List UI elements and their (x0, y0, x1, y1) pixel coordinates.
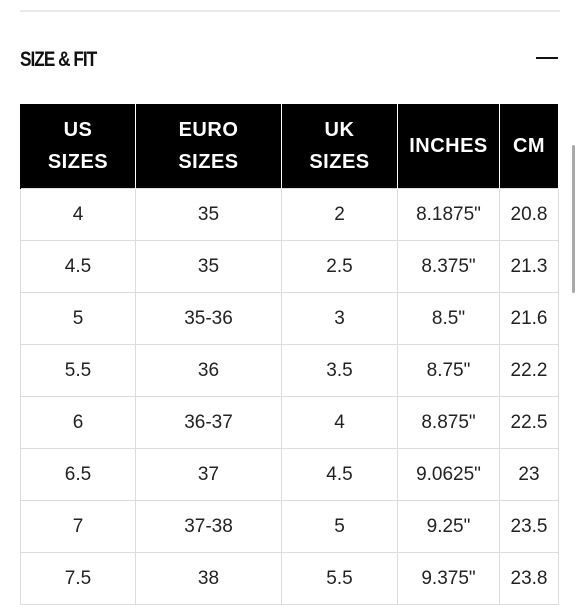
header-uk-sizes: UK SIZES (281, 104, 398, 189)
cell-uk: 5 (281, 500, 398, 553)
cell-uk: 3.5 (281, 344, 398, 397)
cell-us: 4 (20, 188, 136, 241)
header-us-sizes: US SIZES (20, 104, 136, 189)
cell-euro: 35 (135, 188, 282, 241)
cell-us: 5.5 (20, 344, 136, 397)
cell-inches: 9.0625" (397, 448, 500, 501)
cell-us: 7 (20, 500, 136, 553)
cell-cm: 20.8 (499, 188, 559, 241)
table-row: 4.5 35 2.5 8.375" 21.3 (20, 240, 559, 293)
table-row: 6.5 37 4.5 9.0625" 23 (20, 448, 559, 501)
header-cm: CM (499, 104, 559, 189)
top-divider (20, 10, 560, 12)
table-row: 7.5 38 5.5 9.375" 23.8 (20, 552, 559, 605)
cell-cm: 22.2 (499, 344, 559, 397)
cell-inches: 8.1875" (397, 188, 500, 241)
cell-uk: 4 (281, 396, 398, 449)
table-header-row: US SIZES EURO SIZES UK SIZES INCHES CM (20, 104, 559, 189)
cell-euro: 37 (135, 448, 282, 501)
cell-inches: 8.375" (397, 240, 500, 293)
cell-cm: 23.8 (499, 552, 559, 605)
cell-cm: 22.5 (499, 396, 559, 449)
size-fit-section-header[interactable]: SIZE & FIT (20, 40, 560, 80)
vertical-scrollbar[interactable] (572, 145, 575, 293)
cell-euro: 36 (135, 344, 282, 397)
header-uk-line1: UK (324, 119, 355, 141)
cell-uk: 2 (281, 188, 398, 241)
table-row: 5 35-36 3 8.5" 21.6 (20, 292, 559, 345)
cell-euro: 37-38 (135, 500, 282, 553)
cell-us: 6.5 (20, 448, 136, 501)
header-inches: INCHES (397, 104, 500, 189)
section-title: SIZE & FIT (20, 48, 97, 71)
cell-euro: 35-36 (135, 292, 282, 345)
cell-inches: 8.5" (397, 292, 500, 345)
cell-us: 4.5 (20, 240, 136, 293)
table-row: 4 35 2 8.1875" 20.8 (20, 188, 559, 241)
header-euro-line2: SIZES (178, 151, 239, 173)
header-uk-line2: SIZES (309, 151, 370, 173)
cell-cm: 23.5 (499, 500, 559, 553)
cell-uk: 2.5 (281, 240, 398, 293)
cell-inches: 8.75" (397, 344, 500, 397)
cell-euro: 36-37 (135, 396, 282, 449)
cell-cm: 21.3 (499, 240, 559, 293)
cell-euro: 38 (135, 552, 282, 605)
header-us-line2: SIZES (47, 151, 109, 173)
table-row: 7 37-38 5 9.25" 23.5 (20, 500, 559, 553)
header-inches-label: INCHES (409, 135, 488, 157)
size-chart-container: US SIZES EURO SIZES UK SIZES INCHES CM (20, 104, 560, 605)
table-row: 5.5 36 3.5 8.75" 22.2 (20, 344, 559, 397)
cell-cm: 21.6 (499, 292, 559, 345)
cell-euro: 35 (135, 240, 282, 293)
header-euro-line1: EURO (178, 119, 239, 141)
cell-uk: 4.5 (281, 448, 398, 501)
header-euro-sizes: EURO SIZES (135, 104, 282, 189)
cell-uk: 3 (281, 292, 398, 345)
cell-us: 7.5 (20, 552, 136, 605)
header-cm-label: CM (512, 135, 546, 157)
cell-us: 5 (20, 292, 136, 345)
header-us-line1: US (63, 119, 93, 141)
cell-uk: 5.5 (281, 552, 398, 605)
cell-inches: 8.875" (397, 396, 500, 449)
cell-inches: 9.375" (397, 552, 500, 605)
table-row: 6 36-37 4 8.875" 22.5 (20, 396, 559, 449)
size-chart-table: US SIZES EURO SIZES UK SIZES INCHES CM (20, 104, 559, 605)
cell-inches: 9.25" (397, 500, 500, 553)
cell-cm: 23 (499, 448, 559, 501)
cell-us: 6 (20, 396, 136, 449)
minus-icon[interactable] (536, 56, 560, 60)
